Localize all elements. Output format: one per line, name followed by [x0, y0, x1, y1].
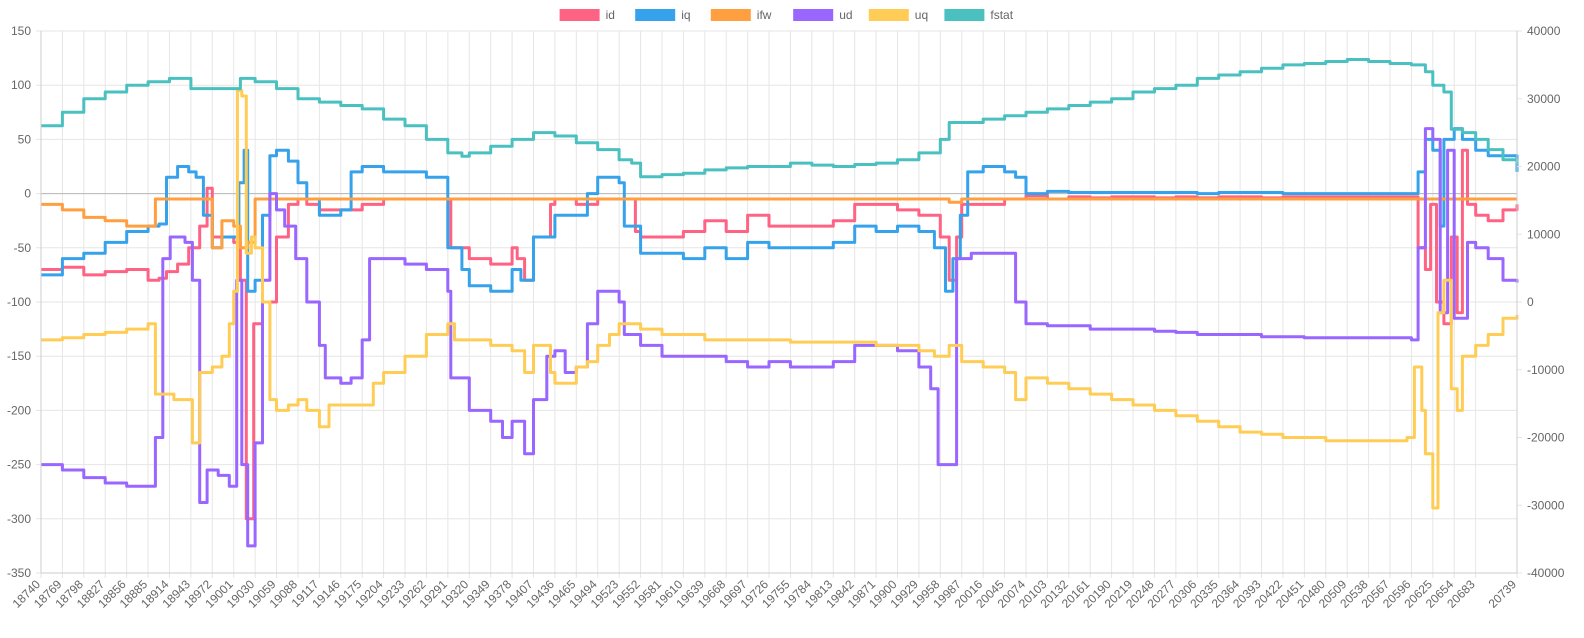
legend-label: id	[606, 8, 615, 22]
legend-item-uq[interactable]: uq	[868, 8, 928, 22]
y-right-tick-label: 10000	[1527, 227, 1561, 241]
y-left-tick-label: -300	[7, 512, 31, 526]
y-left-tick-label: -100	[7, 295, 31, 309]
y-right-tick-label: -20000	[1527, 431, 1565, 445]
series-line-fstat	[41, 58, 1519, 179]
legend-label: ifw	[757, 8, 772, 22]
legend-label: fstat	[990, 8, 1013, 22]
x-tick-label: 20739	[1486, 577, 1520, 611]
series-line-ifw	[41, 197, 1517, 250]
y-left-tick-label: 100	[11, 78, 31, 92]
y-right-tick-label: -30000	[1527, 498, 1565, 512]
legend-swatch	[635, 9, 676, 21]
series-line-id	[41, 148, 1519, 521]
y-right-tick-label: -10000	[1527, 363, 1565, 377]
x-axis: 1874018769187981882718856188851891418943…	[10, 572, 1520, 611]
legend-label: uq	[915, 8, 928, 22]
legend[interactable]: id iq ifw ud uq fstat	[559, 8, 1014, 22]
series-line-uq	[41, 89, 1519, 510]
y-right-tick-label: 0	[1527, 295, 1534, 309]
legend-swatch	[710, 9, 751, 21]
y-right-tick-label: 30000	[1527, 92, 1561, 106]
legend-label: ud	[839, 8, 852, 22]
y-left-tick-label: -250	[7, 458, 31, 472]
legend-label: iq	[681, 8, 690, 22]
legend-item-iq[interactable]: iq	[635, 8, 691, 22]
y-right-tick-label: -40000	[1527, 566, 1565, 580]
y-left-tick-label: -350	[7, 566, 31, 580]
legend-item-fstat[interactable]: fstat	[944, 8, 1014, 22]
legend-item-ifw[interactable]: ifw	[710, 8, 772, 22]
y-left-tick-label: -150	[7, 349, 31, 363]
legend-swatch	[559, 9, 600, 21]
legend-swatch	[793, 9, 834, 21]
y-left-tick-label: -200	[7, 403, 31, 417]
grid-lines	[36, 30, 1518, 578]
y-left-tick-label: 150	[11, 24, 31, 38]
legend-swatch	[868, 9, 909, 21]
y-axis-right: 40000 30000 20000 10000 0 -10000 -20000 -30000 -…	[1516, 24, 1565, 580]
y-left-tick-label: 50	[18, 132, 32, 146]
y-left-tick-label: -50	[14, 241, 32, 255]
y-right-tick-label: 40000	[1527, 24, 1561, 38]
legend-item-id[interactable]: id	[559, 8, 615, 22]
legend-item-ud[interactable]: ud	[793, 8, 853, 22]
y-left-tick-label: 0	[24, 187, 31, 201]
series-lines	[41, 58, 1519, 548]
y-right-tick-label: 20000	[1527, 160, 1561, 174]
series-line-ud	[41, 127, 1519, 548]
y-axis-left: 150 100 50 0 -50 -100 -150 -200 -250 -300 -350	[7, 24, 42, 580]
legend-swatch	[944, 9, 985, 21]
